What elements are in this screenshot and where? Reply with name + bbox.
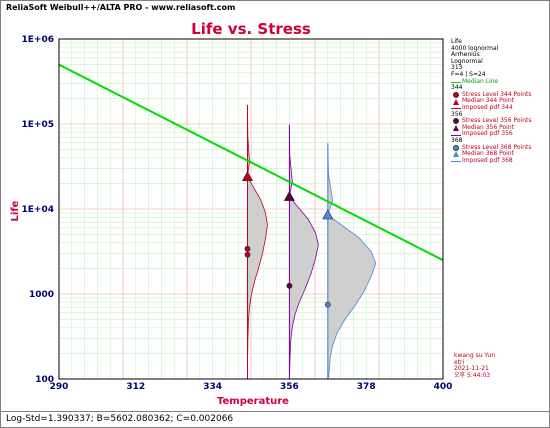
- life-vs-stress-chart: 290 312 334 356 378 400 100 1000 1E+04 1E+05 1E+06…: [10, 20, 453, 407]
- legend-model-line: F=4 | S=24: [451, 70, 486, 78]
- x-tick-label: 400: [434, 382, 453, 392]
- legend-label: Stress Level 356 Points: [462, 117, 532, 125]
- y-axis-label: Life: [10, 200, 21, 221]
- median-point: [241, 171, 254, 181]
- legend-label: Imposed pdf 368: [462, 156, 513, 164]
- signature-block: kwang su Yun etri 2021-11-21 오후 5:44:03: [454, 352, 495, 379]
- data-point: [244, 245, 251, 252]
- median-line: [58, 63, 444, 262]
- legend-label: Stress Level 344 Points: [462, 90, 532, 98]
- x-tick-label: 356: [280, 382, 299, 392]
- legend-model-line: 4000 lognormal: [451, 44, 499, 52]
- triangle-marker-icon: [451, 125, 461, 132]
- legend-item: Median 344 Point: [451, 98, 549, 105]
- legend-label: Median 368 Point: [462, 150, 514, 158]
- user-name: kwang su Yun: [454, 352, 495, 359]
- legend-title: Life: [451, 38, 462, 45]
- data-point: [286, 282, 293, 289]
- legend: Life 4000 lognormal Arrhenius Lognormal …: [451, 38, 549, 164]
- legend-median-line: Median Line: [451, 77, 549, 86]
- legend-group-title: 356: [451, 110, 463, 118]
- legend-item: Imposed pdf 368: [451, 156, 549, 165]
- median-point: [283, 190, 295, 201]
- legend-group-title: 344: [451, 84, 463, 92]
- legend-item: Median 356 Point: [451, 123, 549, 132]
- median-line-group: [58, 63, 444, 262]
- legend-model-line: Arrhenius: [451, 51, 480, 59]
- legend-groups: 344 Stress Level 344 Points Median 344 Poi…: [451, 85, 549, 164]
- y-tick-label: 100: [35, 375, 54, 385]
- brand-title: ReliaSoft Weibull++/ALTA PRO - www.relia…: [6, 3, 236, 12]
- circle-marker-icon: [451, 92, 461, 99]
- legend-label: Median Line: [462, 77, 499, 85]
- data-point: [324, 301, 331, 308]
- x-tick-label: 378: [357, 382, 376, 392]
- data-point: [244, 251, 251, 258]
- time: 오후 5:44:03: [454, 371, 491, 379]
- x-tick-label: 334: [203, 382, 222, 392]
- legend-label: Stress Level 368 Points: [462, 143, 532, 151]
- model-parameters: Log-Std=1.390337; B=5602.080362; C=0.002…: [6, 414, 234, 424]
- tick-labels: 290 312 334 356 378 400 100 1000 1E+04 1E+05 1E+06: [22, 35, 453, 392]
- legend-item: Stress Level 356 Points: [451, 118, 549, 125]
- legend-item: Stress Level 368 Points: [451, 143, 549, 152]
- legend-label: Imposed pdf 344: [462, 103, 513, 111]
- median-point: [322, 209, 334, 220]
- legend-group-title: 368: [451, 136, 463, 144]
- line-icon: [451, 132, 461, 138]
- legend-model-line: 313: [451, 64, 463, 72]
- x-axis-label: Temperature: [217, 396, 289, 407]
- line-icon: [451, 158, 461, 164]
- green-line-icon: [451, 79, 461, 85]
- data-points: [241, 171, 334, 308]
- status-bar: Log-Std=1.390337; B=5602.080362; C=0.002…: [1, 411, 549, 428]
- legend-model-line: Lognormal: [451, 57, 483, 65]
- x-tick-label: 312: [126, 382, 145, 392]
- legend-item: Median 368 Point: [451, 150, 549, 158]
- organization: etri: [454, 358, 465, 366]
- chart-title: Life vs. Stress: [191, 20, 311, 38]
- y-tick-label: 1E+04: [22, 205, 54, 215]
- triangle-marker-icon: [451, 98, 461, 105]
- y-tick-label: 1E+06: [22, 35, 54, 45]
- date: 2021-11-21: [454, 365, 489, 373]
- x-tick-label: 290: [50, 382, 69, 392]
- plot-border: [58, 38, 444, 380]
- legend-label: Median 356 Point: [462, 123, 514, 131]
- legend-label: Median 344 Point: [462, 97, 514, 105]
- legend-item: Stress Level 344 Points: [451, 90, 549, 99]
- legend-item: Imposed pdf 344: [451, 103, 549, 112]
- triangle-marker-icon: [451, 151, 461, 158]
- y-tick-label: 1000: [29, 290, 54, 300]
- circle-marker-icon: [451, 118, 461, 125]
- y-tick-label: 1E+05: [22, 120, 54, 130]
- legend-item: Imposed pdf 356: [451, 131, 549, 138]
- legend-label: Imposed pdf 356: [462, 130, 513, 138]
- line-icon: [451, 105, 461, 111]
- circle-marker-icon: [451, 144, 461, 151]
